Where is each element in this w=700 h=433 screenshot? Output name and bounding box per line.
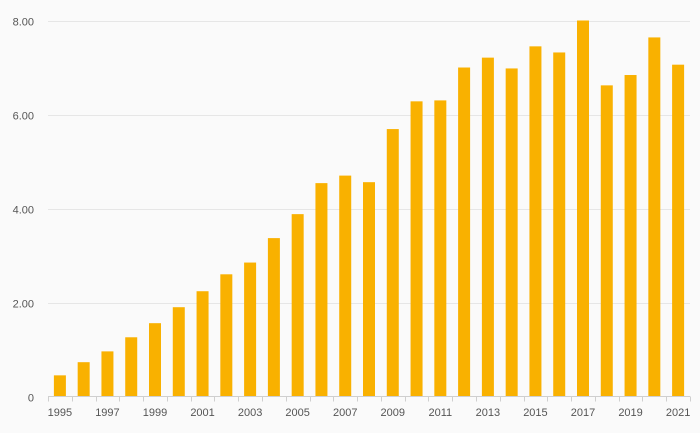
x-axis-labels: 1995 1997 1999 2001 2003 2005 2007 2009 2011 2013…: [48, 407, 691, 419]
y-tick-label: 8.00: [13, 17, 34, 29]
bar-2020: [648, 37, 661, 397]
bar-2003: [244, 262, 257, 397]
bar-2021: [672, 64, 685, 397]
bar-2009: [386, 129, 399, 397]
bar-2008: [363, 182, 375, 397]
bar-2011: [434, 100, 447, 397]
bar-2010: [410, 101, 423, 397]
x-tick-label-2015: 2015: [523, 407, 547, 419]
x-tick-label-2007: 2007: [333, 407, 357, 419]
y-tick-label: 6.00: [13, 111, 34, 123]
bar-1995: [53, 375, 66, 397]
x-tick-label-1997: 1997: [95, 407, 119, 419]
bar-2015: [529, 46, 542, 397]
bar-2012: [458, 67, 471, 397]
x-tick-label-2001: 2001: [190, 407, 214, 419]
x-tick-label-2021: 2021: [666, 407, 690, 419]
bar-1999: [149, 323, 161, 397]
y-axis-labels: 0 2.00 4.00 6.00 8.00: [13, 17, 34, 405]
bar-1996: [77, 362, 90, 397]
x-tick-label-2019: 2019: [618, 407, 642, 419]
bar-2016: [553, 52, 566, 397]
bar-2013: [481, 57, 494, 397]
bar-1998: [125, 337, 138, 397]
y-tick-label: 4.00: [13, 205, 34, 217]
bar-2001: [196, 291, 209, 397]
x-tick-label-2003: 2003: [238, 407, 262, 419]
x-axis: [48, 396, 691, 402]
bar-2006: [315, 183, 328, 397]
bar-2002: [220, 274, 233, 397]
x-tick-label-1999: 1999: [143, 407, 167, 419]
bar-2017: [577, 20, 589, 397]
bar-1997: [101, 351, 114, 397]
x-tick-label-2005: 2005: [285, 407, 309, 419]
bar-2004: [267, 238, 280, 397]
bar-2000: [172, 307, 185, 397]
bar-2014: [505, 68, 518, 397]
bar-2007: [339, 175, 352, 397]
y-tick-label: 0: [28, 393, 34, 405]
x-tick-label-2017: 2017: [571, 407, 595, 419]
bar-2005: [291, 214, 304, 397]
bar-2019: [624, 75, 637, 397]
x-tick-label-2009: 2009: [381, 407, 405, 419]
bar-2018: [600, 85, 613, 397]
x-tick-label-2013: 2013: [476, 407, 500, 419]
x-tick-label-1995: 1995: [48, 407, 72, 419]
bars: [53, 20, 685, 397]
x-tick-label-2011: 2011: [429, 407, 453, 419]
y-tick-label: 2.00: [13, 299, 34, 311]
